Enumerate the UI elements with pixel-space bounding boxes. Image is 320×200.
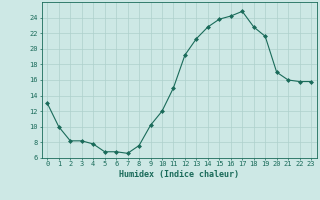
X-axis label: Humidex (Indice chaleur): Humidex (Indice chaleur) (119, 170, 239, 179)
